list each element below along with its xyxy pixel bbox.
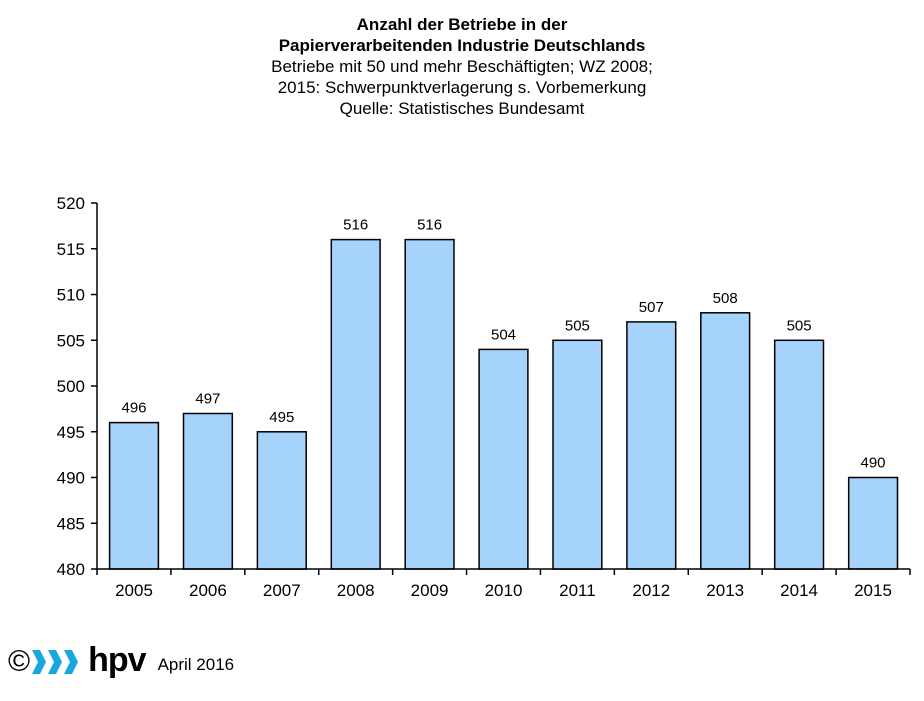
bar-2007 <box>256 431 307 570</box>
data-label-2014: 505 <box>787 317 812 334</box>
chart-title-line-1: Anzahl der Betriebe in der <box>356 15 568 34</box>
data-label-2010: 504 <box>491 326 516 343</box>
x-tick-label-2011: 2011 <box>559 581 596 600</box>
bar-2010 <box>478 348 529 570</box>
bar-2011 <box>552 339 603 570</box>
y-tick-label-480: 480 <box>57 560 85 579</box>
logo-text: hpv <box>88 640 146 679</box>
bar-2012 <box>626 321 677 570</box>
x-tick-label-2014: 2014 <box>780 581 818 600</box>
bar-2015 <box>847 476 899 570</box>
bar-chart: 496 2005 497 2006 495 2007 516 2008 516 2009 504 20… <box>57 194 911 600</box>
x-tick-label-2015: 2015 <box>854 581 892 600</box>
x-tick-label-2007: 2007 <box>263 581 301 600</box>
bar-2009 <box>404 238 455 570</box>
x-tick-label-2012: 2012 <box>632 581 670 600</box>
x-tick-label-2013: 2013 <box>706 581 744 600</box>
x-tick-label-2010: 2010 <box>485 581 523 600</box>
data-label-2005: 496 <box>121 400 146 417</box>
y-tick-label-485: 485 <box>57 514 85 533</box>
x-tick-label-2005: 2005 <box>115 581 153 600</box>
x-tick-label-2006: 2006 <box>189 581 227 600</box>
data-label-2006: 497 <box>195 391 220 408</box>
y-tick-label-510: 510 <box>57 286 85 305</box>
chart-subtitle-line-2: 2015: Schwerpunktverlagerung s. Vorbemer… <box>277 78 647 97</box>
chart-subtitle-line-1: Betriebe mit 50 und mehr Beschäftigten; … <box>271 57 653 76</box>
y-tick-label-490: 490 <box>57 469 85 488</box>
data-label-2008: 516 <box>343 217 368 234</box>
y-tick-label-520: 520 <box>57 194 85 213</box>
data-label-2013: 508 <box>713 290 738 307</box>
footer: © hpv April 2016 <box>8 640 235 682</box>
bar-2008 <box>330 238 381 570</box>
y-tick-label-495: 495 <box>57 423 85 442</box>
data-label-2007: 495 <box>269 409 294 426</box>
logo-chevron-3-icon <box>64 650 79 674</box>
y-tick-label-500: 500 <box>57 377 85 396</box>
x-tick-label-2008: 2008 <box>337 581 375 600</box>
data-label-2009: 516 <box>417 217 442 234</box>
y-tick-label-515: 515 <box>57 240 85 259</box>
bar-2013 <box>700 312 751 570</box>
bar-2005 <box>108 421 160 570</box>
bar-2014 <box>773 339 825 570</box>
logo-chevron-2-icon <box>48 650 63 674</box>
hpv-logo-icon <box>32 650 80 674</box>
data-label-2011: 505 <box>565 317 590 334</box>
chart-title-block: Anzahl der Betriebe in der Papierverarbe… <box>0 14 924 119</box>
data-label-2012: 507 <box>639 299 664 316</box>
y-tick-label-505: 505 <box>57 331 85 350</box>
chart-title-line-2: Papierverarbeitenden Industrie Deutschla… <box>278 36 646 55</box>
footer-date: April 2016 <box>157 655 235 674</box>
copyright-symbol: © <box>8 645 31 678</box>
bar-2006 <box>182 412 234 570</box>
chart-subtitle-line-3: Quelle: Statistisches Bundesamt <box>339 99 585 118</box>
logo-chevron-1-icon <box>32 650 47 674</box>
data-label-2015: 490 <box>860 455 885 472</box>
x-tick-label-2009: 2009 <box>411 581 449 600</box>
